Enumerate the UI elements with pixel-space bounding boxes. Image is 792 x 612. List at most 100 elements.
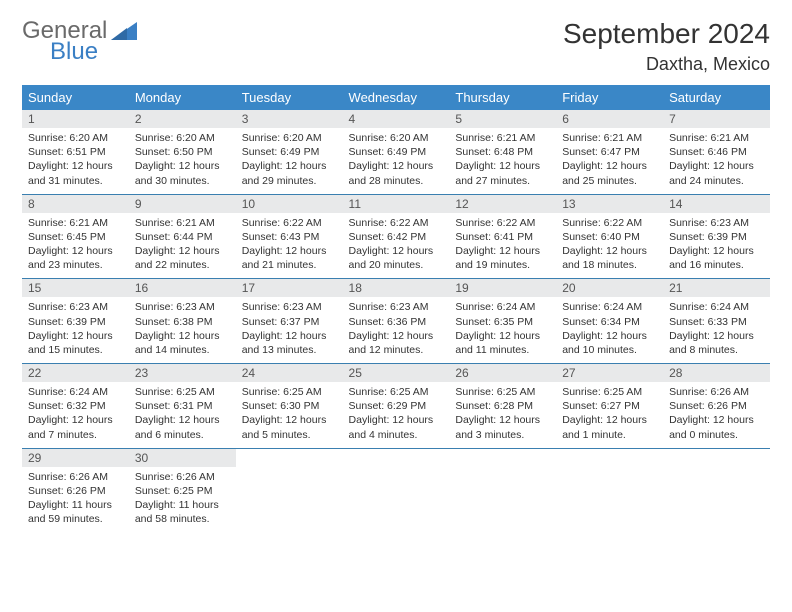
cell-body: Sunrise: 6:21 AMSunset: 6:45 PMDaylight:…: [22, 213, 129, 279]
calendar-cell: [343, 448, 450, 532]
calendar-cell: 30Sunrise: 6:26 AMSunset: 6:25 PMDayligh…: [129, 448, 236, 532]
cell-body: Sunrise: 6:23 AMSunset: 6:37 PMDaylight:…: [236, 297, 343, 363]
cell-body: Sunrise: 6:23 AMSunset: 6:39 PMDaylight:…: [663, 213, 770, 279]
daylight-2: and 30 minutes.: [135, 174, 230, 188]
calendar-row: 1Sunrise: 6:20 AMSunset: 6:51 PMDaylight…: [22, 110, 770, 194]
sunrise: Sunrise: 6:26 AM: [28, 470, 123, 484]
sunrise: Sunrise: 6:24 AM: [562, 300, 657, 314]
sunrise: Sunrise: 6:25 AM: [455, 385, 550, 399]
daylight-2: and 25 minutes.: [562, 174, 657, 188]
cell-body: Sunrise: 6:22 AMSunset: 6:41 PMDaylight:…: [449, 213, 556, 279]
sunrise: Sunrise: 6:25 AM: [135, 385, 230, 399]
weekday-header-row: Sunday Monday Tuesday Wednesday Thursday…: [22, 85, 770, 110]
calendar-cell: [236, 448, 343, 532]
calendar-cell: 27Sunrise: 6:25 AMSunset: 6:27 PMDayligh…: [556, 364, 663, 449]
sunrise: Sunrise: 6:22 AM: [242, 216, 337, 230]
daylight-1: Daylight: 12 hours: [562, 244, 657, 258]
daylight-2: and 13 minutes.: [242, 343, 337, 357]
daylight-2: and 15 minutes.: [28, 343, 123, 357]
daylight-2: and 10 minutes.: [562, 343, 657, 357]
day-number: 10: [236, 195, 343, 213]
daylight-1: Daylight: 12 hours: [669, 329, 764, 343]
daylight-1: Daylight: 12 hours: [455, 329, 550, 343]
cell-body: Sunrise: 6:21 AMSunset: 6:44 PMDaylight:…: [129, 213, 236, 279]
calendar-cell: 28Sunrise: 6:26 AMSunset: 6:26 PMDayligh…: [663, 364, 770, 449]
sunset: Sunset: 6:44 PM: [135, 230, 230, 244]
sunset: Sunset: 6:45 PM: [28, 230, 123, 244]
daylight-1: Daylight: 12 hours: [242, 413, 337, 427]
cell-body: Sunrise: 6:25 AMSunset: 6:27 PMDaylight:…: [556, 382, 663, 448]
daylight-1: Daylight: 12 hours: [28, 413, 123, 427]
day-number: 6: [556, 110, 663, 128]
calendar-row: 15Sunrise: 6:23 AMSunset: 6:39 PMDayligh…: [22, 279, 770, 364]
daylight-2: and 12 minutes.: [349, 343, 444, 357]
sunset: Sunset: 6:43 PM: [242, 230, 337, 244]
sunset: Sunset: 6:26 PM: [669, 399, 764, 413]
daylight-2: and 19 minutes.: [455, 258, 550, 272]
daylight-1: Daylight: 12 hours: [669, 159, 764, 173]
sunrise: Sunrise: 6:22 AM: [455, 216, 550, 230]
sunset: Sunset: 6:39 PM: [669, 230, 764, 244]
daylight-1: Daylight: 12 hours: [28, 329, 123, 343]
daylight-1: Daylight: 12 hours: [562, 159, 657, 173]
calendar-cell: 20Sunrise: 6:24 AMSunset: 6:34 PMDayligh…: [556, 279, 663, 364]
cell-body: Sunrise: 6:20 AMSunset: 6:49 PMDaylight:…: [343, 128, 450, 194]
day-number: 11: [343, 195, 450, 213]
cell-body: Sunrise: 6:26 AMSunset: 6:25 PMDaylight:…: [129, 467, 236, 533]
weekday-header: Wednesday: [343, 85, 450, 110]
day-number: 30: [129, 449, 236, 467]
daylight-1: Daylight: 12 hours: [242, 159, 337, 173]
calendar-cell: 18Sunrise: 6:23 AMSunset: 6:36 PMDayligh…: [343, 279, 450, 364]
day-number: 25: [343, 364, 450, 382]
calendar-cell: 4Sunrise: 6:20 AMSunset: 6:49 PMDaylight…: [343, 110, 450, 194]
daylight-1: Daylight: 12 hours: [242, 329, 337, 343]
cell-body: Sunrise: 6:21 AMSunset: 6:46 PMDaylight:…: [663, 128, 770, 194]
cell-body: Sunrise: 6:23 AMSunset: 6:39 PMDaylight:…: [22, 297, 129, 363]
sunrise: Sunrise: 6:23 AM: [669, 216, 764, 230]
sunset: Sunset: 6:35 PM: [455, 315, 550, 329]
sunset: Sunset: 6:41 PM: [455, 230, 550, 244]
daylight-2: and 18 minutes.: [562, 258, 657, 272]
calendar-cell: 17Sunrise: 6:23 AMSunset: 6:37 PMDayligh…: [236, 279, 343, 364]
sunset: Sunset: 6:36 PM: [349, 315, 444, 329]
logo: General Blue: [22, 18, 137, 64]
sunrise: Sunrise: 6:21 AM: [562, 131, 657, 145]
day-number: 4: [343, 110, 450, 128]
day-number: 19: [449, 279, 556, 297]
sunset: Sunset: 6:32 PM: [28, 399, 123, 413]
sunrise: Sunrise: 6:24 AM: [669, 300, 764, 314]
sunrise: Sunrise: 6:24 AM: [28, 385, 123, 399]
calendar-cell: 12Sunrise: 6:22 AMSunset: 6:41 PMDayligh…: [449, 194, 556, 279]
sunset: Sunset: 6:30 PM: [242, 399, 337, 413]
sunrise: Sunrise: 6:26 AM: [669, 385, 764, 399]
daylight-2: and 27 minutes.: [455, 174, 550, 188]
day-number: 23: [129, 364, 236, 382]
cell-body: Sunrise: 6:23 AMSunset: 6:38 PMDaylight:…: [129, 297, 236, 363]
day-number: 20: [556, 279, 663, 297]
daylight-1: Daylight: 12 hours: [562, 329, 657, 343]
sunrise: Sunrise: 6:25 AM: [349, 385, 444, 399]
daylight-2: and 31 minutes.: [28, 174, 123, 188]
daylight-1: Daylight: 11 hours: [135, 498, 230, 512]
daylight-2: and 23 minutes.: [28, 258, 123, 272]
daylight-1: Daylight: 12 hours: [349, 329, 444, 343]
daylight-1: Daylight: 12 hours: [562, 413, 657, 427]
sunrise: Sunrise: 6:26 AM: [135, 470, 230, 484]
calendar-cell: 8Sunrise: 6:21 AMSunset: 6:45 PMDaylight…: [22, 194, 129, 279]
cell-body: [343, 453, 450, 515]
cell-body: Sunrise: 6:23 AMSunset: 6:36 PMDaylight:…: [343, 297, 450, 363]
cell-body: Sunrise: 6:20 AMSunset: 6:51 PMDaylight:…: [22, 128, 129, 194]
day-number: 17: [236, 279, 343, 297]
calendar-cell: 14Sunrise: 6:23 AMSunset: 6:39 PMDayligh…: [663, 194, 770, 279]
sunset: Sunset: 6:50 PM: [135, 145, 230, 159]
cell-body: Sunrise: 6:22 AMSunset: 6:43 PMDaylight:…: [236, 213, 343, 279]
cell-body: Sunrise: 6:25 AMSunset: 6:28 PMDaylight:…: [449, 382, 556, 448]
calendar-cell: 13Sunrise: 6:22 AMSunset: 6:40 PMDayligh…: [556, 194, 663, 279]
daylight-2: and 20 minutes.: [349, 258, 444, 272]
sunset: Sunset: 6:40 PM: [562, 230, 657, 244]
daylight-2: and 21 minutes.: [242, 258, 337, 272]
daylight-1: Daylight: 12 hours: [242, 244, 337, 258]
sunset: Sunset: 6:26 PM: [28, 484, 123, 498]
day-number: 29: [22, 449, 129, 467]
calendar-table: Sunday Monday Tuesday Wednesday Thursday…: [22, 85, 770, 532]
